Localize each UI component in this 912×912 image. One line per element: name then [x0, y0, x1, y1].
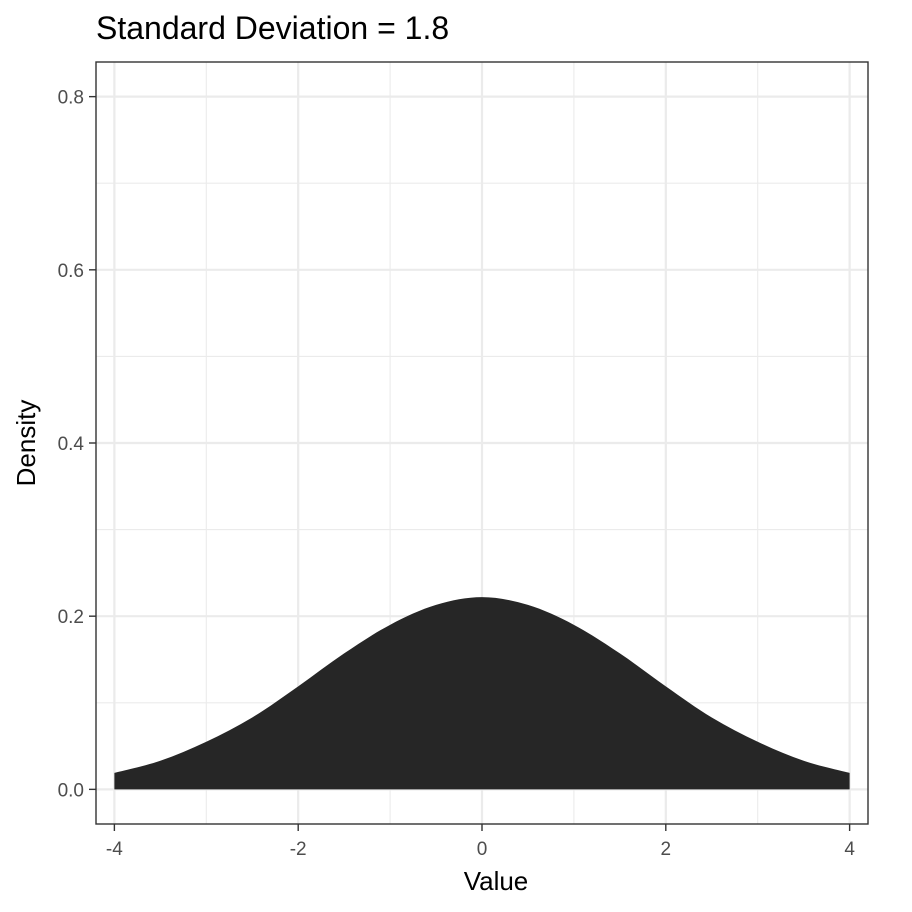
- density-area-layer: [114, 597, 850, 790]
- x-tick-label: 2: [661, 839, 672, 860]
- x-tick-label: 4: [844, 839, 855, 860]
- y-tick-label: 0.8: [58, 88, 84, 109]
- y-tick-label: 0.4: [58, 434, 85, 455]
- x-tick-label: 0: [477, 839, 488, 860]
- density-area: [114, 597, 850, 790]
- y-axis-title: Density: [11, 400, 41, 487]
- chart-title: Standard Deviation = 1.8: [96, 10, 449, 46]
- y-tick-label: 0.2: [58, 607, 84, 628]
- y-tick-label: 0.0: [58, 780, 84, 801]
- axis-ticks: -4 -2 0 2 4 0.0 0.2 0.4 0.6 0.8: [58, 88, 856, 860]
- x-axis-title: Value: [464, 866, 529, 896]
- x-tick-label: -4: [106, 839, 123, 860]
- x-tick-label: -2: [290, 839, 307, 860]
- y-tick-label: 0.6: [58, 261, 84, 282]
